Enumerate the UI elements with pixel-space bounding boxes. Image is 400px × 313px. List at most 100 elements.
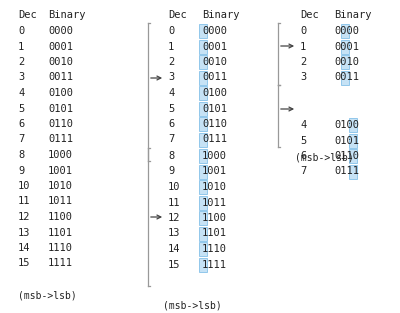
Text: 0000: 0000	[202, 26, 227, 36]
Text: 1100: 1100	[202, 213, 227, 223]
Text: 0001: 0001	[334, 42, 359, 52]
Text: 6: 6	[300, 151, 306, 161]
Bar	[199, 117, 207, 131]
Text: 6: 6	[168, 119, 174, 129]
Text: 0101: 0101	[48, 104, 73, 114]
Text: 1010: 1010	[48, 181, 73, 191]
Text: 0001: 0001	[202, 42, 227, 52]
Bar	[199, 55, 207, 69]
Text: 11: 11	[18, 197, 30, 207]
Text: 12: 12	[168, 213, 180, 223]
Text: 1: 1	[18, 42, 24, 52]
Text: 0100: 0100	[334, 120, 359, 130]
Text: 0011: 0011	[202, 73, 227, 83]
Bar	[349, 118, 357, 132]
Bar	[341, 24, 349, 38]
Text: 0: 0	[18, 26, 24, 36]
Text: 14: 14	[168, 244, 180, 254]
Text: 6: 6	[18, 119, 24, 129]
Text: 0111: 0111	[334, 167, 359, 177]
Bar	[199, 101, 207, 115]
Text: 4: 4	[300, 120, 306, 130]
Text: 0011: 0011	[48, 73, 73, 83]
Text: 4: 4	[18, 88, 24, 98]
Text: 15: 15	[18, 259, 30, 269]
Text: 7: 7	[18, 135, 24, 145]
Text: 12: 12	[18, 212, 30, 222]
Text: 1011: 1011	[48, 197, 73, 207]
Text: 1101: 1101	[202, 228, 227, 239]
Bar	[199, 180, 207, 194]
Text: Dec: Dec	[168, 10, 187, 20]
Text: Dec: Dec	[18, 10, 37, 20]
Text: 0110: 0110	[48, 119, 73, 129]
Text: 1111: 1111	[48, 259, 73, 269]
Text: 15: 15	[168, 259, 180, 269]
Text: 1011: 1011	[202, 198, 227, 208]
Text: 0101: 0101	[202, 104, 227, 114]
Text: 0: 0	[168, 26, 174, 36]
Text: 4: 4	[168, 88, 174, 98]
Text: 1110: 1110	[202, 244, 227, 254]
Text: 9: 9	[18, 166, 24, 176]
Text: 10: 10	[168, 182, 180, 192]
Bar	[199, 258, 207, 271]
Text: 5: 5	[168, 104, 174, 114]
Bar	[199, 70, 207, 85]
Text: 0111: 0111	[202, 135, 227, 145]
Text: 14: 14	[18, 243, 30, 253]
Text: 2: 2	[300, 57, 306, 67]
Text: 1010: 1010	[202, 182, 227, 192]
Text: Dec: Dec	[300, 10, 319, 20]
Bar	[199, 242, 207, 256]
Text: 8: 8	[168, 151, 174, 161]
Text: 1001: 1001	[48, 166, 73, 176]
Text: 1111: 1111	[202, 259, 227, 269]
Bar	[199, 24, 207, 38]
Text: 8: 8	[18, 150, 24, 160]
Text: 0: 0	[300, 26, 306, 36]
Text: 13: 13	[18, 228, 30, 238]
Text: 1000: 1000	[48, 150, 73, 160]
Bar	[199, 132, 207, 146]
Text: 7: 7	[300, 167, 306, 177]
Text: 0000: 0000	[334, 26, 359, 36]
Text: 0000: 0000	[48, 26, 73, 36]
Text: (msb->lsb): (msb->lsb)	[163, 300, 222, 310]
Text: 5: 5	[300, 136, 306, 146]
Text: (msb->lsb): (msb->lsb)	[18, 290, 77, 300]
Text: 0011: 0011	[334, 73, 359, 83]
Text: 1000: 1000	[202, 151, 227, 161]
Text: 0010: 0010	[48, 57, 73, 67]
Text: Binary: Binary	[334, 10, 372, 20]
Text: 0110: 0110	[334, 151, 359, 161]
Bar	[199, 211, 207, 225]
Bar	[199, 86, 207, 100]
Bar	[349, 165, 357, 178]
Text: 11: 11	[168, 198, 180, 208]
Bar	[199, 39, 207, 54]
Text: (msb->lsb): (msb->lsb)	[295, 153, 354, 163]
Text: 9: 9	[168, 167, 174, 177]
Text: 0111: 0111	[48, 135, 73, 145]
Bar	[341, 55, 349, 69]
Bar	[199, 227, 207, 240]
Text: Binary: Binary	[48, 10, 86, 20]
Text: 2: 2	[18, 57, 24, 67]
Text: 10: 10	[18, 181, 30, 191]
Text: 1101: 1101	[48, 228, 73, 238]
Text: 7: 7	[168, 135, 174, 145]
Text: 0100: 0100	[48, 88, 73, 98]
Bar	[199, 149, 207, 163]
Bar	[349, 149, 357, 163]
Bar	[341, 39, 349, 54]
Text: 13: 13	[168, 228, 180, 239]
Text: 0101: 0101	[334, 136, 359, 146]
Text: 1100: 1100	[48, 212, 73, 222]
Text: 3: 3	[168, 73, 174, 83]
Text: 5: 5	[18, 104, 24, 114]
Bar	[341, 70, 349, 85]
Text: 3: 3	[18, 73, 24, 83]
Text: 0100: 0100	[202, 88, 227, 98]
Text: Binary: Binary	[202, 10, 240, 20]
